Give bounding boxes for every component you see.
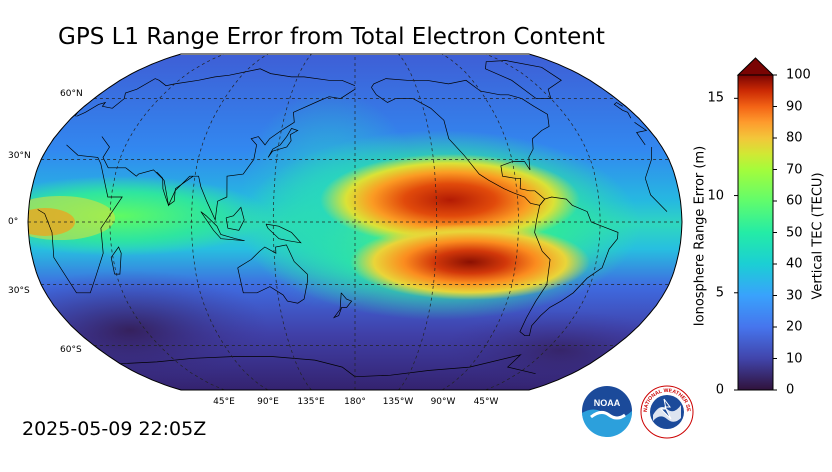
coastline-antarctica (119, 356, 356, 377)
coastline-africa (644, 178, 668, 212)
coastline-madagascar (110, 246, 122, 275)
coastline-africa (37, 144, 123, 294)
map-boundary (27, 53, 683, 391)
colorbar-left-tick-label: 5 (715, 285, 724, 301)
meridian-line (272, 54, 312, 390)
nws-logo: NATIONAL WEATHER SERVICE (638, 381, 694, 443)
colorbar-right-title: Vertical TEC (TECU) (810, 172, 826, 300)
coastline-nz (332, 292, 353, 319)
colorbar-right-tick-label: 80 (786, 130, 803, 146)
coastline-indonesia (200, 211, 245, 242)
coastline-newguinea (265, 223, 302, 244)
coastline-india-pen (156, 171, 194, 206)
meridian-line (398, 54, 438, 390)
colorbar-right-tick-label: 20 (786, 319, 803, 335)
colorbar (690, 50, 810, 414)
coastlines (37, 60, 668, 378)
coastline-borneo (225, 206, 245, 231)
graticule (28, 54, 682, 390)
meridian-line (441, 54, 519, 390)
lon-label-90e: 90°E (257, 397, 279, 407)
coastline-greenland (485, 60, 562, 99)
lat-label-eq: 0° (8, 217, 19, 227)
coastline-europe (634, 122, 648, 146)
coastline-africa (644, 146, 653, 179)
lon-label-135w: 135°W (382, 397, 414, 407)
meridian-line (485, 54, 601, 390)
colorbar-left-title: Ionosphere Range Error (m) (692, 145, 708, 327)
colorbar-right-tick-label: 60 (786, 193, 803, 209)
lon-label-180: 180° (344, 397, 366, 407)
coastline-uk (613, 102, 632, 119)
colorbar-right-tick-label: 30 (786, 288, 803, 303)
coastline-europe (76, 68, 356, 117)
chart-title: GPS L1 Range Error from Total Electron C… (58, 24, 605, 50)
lon-label-135e: 135°E (297, 397, 325, 407)
colorbar-right-tick-label: 10 (786, 351, 803, 366)
lat-label-60n: 60°N (60, 89, 83, 99)
coastline-asia-s (101, 88, 356, 222)
colorbar-left-tick-label: 0 (715, 382, 724, 398)
colorbar-right-tick-label: 100 (786, 67, 811, 83)
colorbar-right-tick-label: 40 (786, 256, 803, 272)
colorbar-right-tick-label: 0 (786, 382, 795, 398)
coastline-namerica (371, 78, 550, 206)
lon-label-45e: 45°E (213, 397, 235, 407)
lon-label-45w: 45°W (473, 397, 499, 407)
colorbar-left-tick-label: 15 (707, 90, 724, 106)
colorbar-graphic (734, 57, 777, 391)
lon-label-90w: 90°W (430, 397, 456, 407)
noaa-logo-text: NOAA (594, 398, 621, 408)
lat-label-30s: 30°S (8, 286, 30, 296)
coastline-australia (237, 244, 309, 304)
colorbar-right-tick-label: 90 (786, 99, 803, 114)
timestamp: 2025-05-09 22:05Z (22, 418, 207, 440)
colorbar-extend-arrow (736, 57, 775, 76)
coastline-japan (267, 127, 299, 158)
meridian-line (109, 54, 225, 390)
coastline-samerica (519, 196, 619, 337)
colorbar-left-tick-label: 10 (707, 188, 724, 204)
colorbar-right-tick-label: 70 (786, 162, 803, 177)
coastline-antarctica (354, 354, 536, 378)
tec-field (28, 54, 682, 390)
lat-label-30n: 30°N (8, 151, 31, 161)
noaa-logo: NOAA (581, 385, 633, 441)
meridian-line (191, 54, 269, 390)
colorbar-right-tick-label: 50 (786, 225, 803, 240)
lat-label-60s: 60°S (60, 345, 82, 355)
